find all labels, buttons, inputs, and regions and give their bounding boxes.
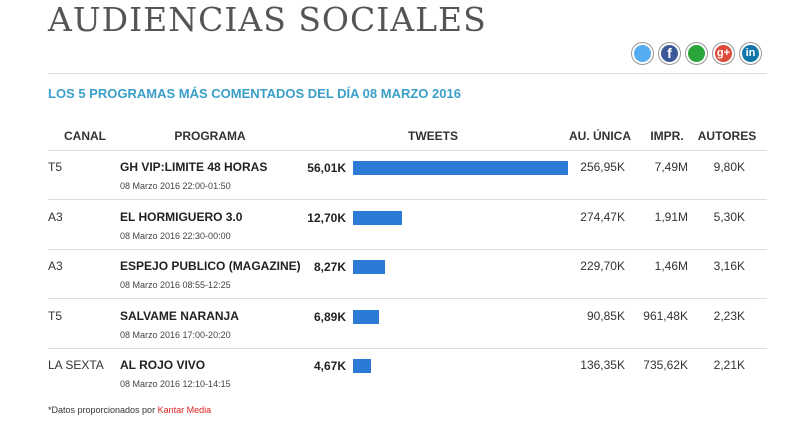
column-header: CANAL — [64, 129, 106, 143]
divider — [48, 73, 767, 74]
canal: T5 — [48, 308, 63, 323]
canal: T5 — [48, 160, 63, 174]
programa: AL ROJO VIVO — [120, 358, 206, 372]
fecha: 08 Marzo 2016 17:00-20:20 — [120, 329, 231, 340]
linkedin-icon[interactable]: in — [739, 42, 762, 65]
tweets-bar — [353, 210, 402, 225]
subtitle: LOS 5 PROGRAMAS MÁS COMENTADOS DEL DÍA 0… — [48, 86, 461, 101]
tweets: 8,27K — [313, 260, 346, 274]
impr: 961,48K — [643, 308, 688, 323]
autores: 9,80K — [713, 160, 745, 174]
impr: 1,91M — [654, 209, 688, 224]
programa: EL HORMIGUERO 3.0 — [120, 209, 243, 224]
footnote-text: *Datos proporcionados por — [48, 405, 158, 415]
canal: A3 — [48, 209, 63, 224]
whatsapp-icon[interactable] — [685, 42, 708, 65]
fecha: 08 Marzo 2016 22:00-01:50 — [120, 181, 231, 191]
fecha: 08 Marzo 2016 22:30-00:00 — [120, 230, 231, 241]
row-divider — [48, 199, 767, 200]
tweets: 6,89K — [313, 309, 346, 324]
au-unica: 136,35K — [580, 358, 625, 372]
au-unica: 90,85K — [586, 308, 625, 323]
row-divider — [48, 298, 767, 299]
au-unica: 274,47K — [580, 209, 625, 224]
title: AUDIENCIAS SOCIALES — [48, 0, 487, 39]
programa: GH VIP:LIMITE 48 HORAS — [120, 160, 268, 174]
column-header: AU. ÚNICA — [569, 129, 631, 143]
autores: 3,16K — [713, 259, 745, 273]
programa: ESPEJO PUBLICO (MAGAZINE) — [120, 259, 301, 273]
fecha: 08 Marzo 2016 08:55-12:25 — [120, 280, 231, 290]
tweets-bar — [353, 260, 385, 274]
canal: LA SEXTA — [48, 358, 104, 372]
canal: A3 — [48, 259, 63, 273]
autores: 2,23K — [713, 308, 745, 323]
column-header: PROGRAMA — [174, 129, 246, 143]
au-unica: 256,95K — [580, 160, 625, 174]
row-divider — [48, 248, 767, 250]
tweets: 12,70K — [307, 210, 346, 225]
tweets: 56,01K — [307, 161, 346, 175]
googleplus-icon[interactable]: g+ — [712, 42, 735, 65]
fecha: 08 Marzo 2016 12:10-14:15 — [120, 379, 231, 389]
column-header: AUTORES — [697, 129, 757, 143]
au-unica: 229,70K — [580, 259, 625, 273]
column-header: IMPR. — [650, 129, 684, 143]
impr: 1,46M — [654, 259, 688, 273]
tweets-bar — [353, 161, 568, 175]
icon-label: f — [667, 45, 672, 61]
autores: 5,30K — [713, 209, 745, 224]
impr: 735,62K — [643, 358, 688, 372]
tweets-bar — [353, 309, 380, 324]
twitter-icon[interactable] — [631, 42, 654, 65]
autores: 2,21K — [713, 358, 745, 372]
icon-label: g+ — [716, 47, 731, 59]
row-divider — [48, 347, 767, 349]
impr: 7,49M — [654, 160, 688, 174]
icon-label: in — [745, 47, 756, 59]
tweets: 4,67K — [313, 359, 346, 373]
column-header: TWEETS — [408, 129, 458, 143]
header-divider — [48, 150, 767, 151]
facebook-icon[interactable]: f — [658, 42, 681, 65]
tweets-bar — [353, 359, 371, 373]
programa: SALVAME NARANJA — [120, 308, 239, 323]
source-link[interactable]: Kantar Media — [157, 405, 212, 415]
footnote: *Datos proporcionados por Kantar Media — [48, 405, 211, 415]
